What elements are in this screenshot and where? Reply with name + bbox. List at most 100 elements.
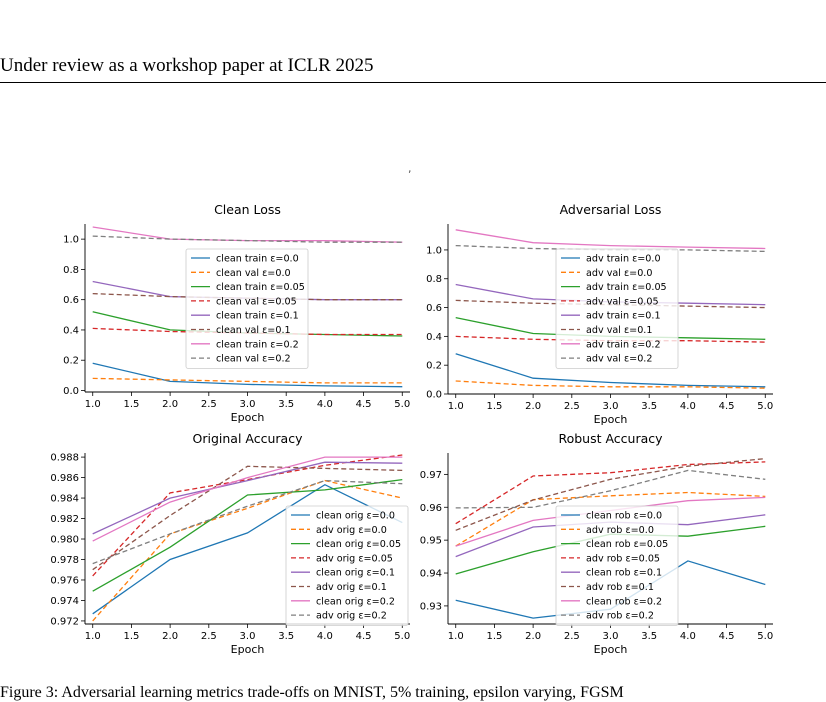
x-tick-label: 2.0 (162, 631, 178, 642)
x-tick-label: 3.0 (240, 399, 256, 410)
x-tick-label: 1.0 (85, 631, 101, 642)
x-axis-label: Epoch (594, 643, 628, 656)
x-tick-label: 4.0 (680, 401, 696, 412)
x-axis-label: Epoch (594, 413, 628, 426)
y-tick-label: 0.972 (50, 616, 79, 627)
series-line (92, 479, 403, 565)
legend-entry: adv rob ε=0.2 (586, 611, 654, 622)
chart-title: Adversarial Loss (560, 202, 662, 217)
legend-box (555, 505, 679, 626)
x-tick-label: 2.0 (525, 401, 541, 412)
legend-entry: adv rob ε=0.1 (586, 582, 654, 593)
y-tick-label: 0.95 (420, 536, 442, 547)
x-tick-label: 5.0 (757, 631, 773, 642)
x-tick-label: 4.5 (719, 401, 735, 412)
y-tick-label: 0.980 (50, 535, 79, 546)
x-tick-label: 1.5 (123, 631, 139, 642)
chart-title: Clean Loss (214, 202, 281, 217)
y-tick-label: 0.8 (426, 274, 442, 285)
legend-entry: clean val ε=0.0 (216, 268, 291, 279)
legend-entry: clean rob ε=0.05 (586, 539, 668, 550)
y-tick-label: 1.0 (63, 235, 79, 246)
legend-entry: adv orig ε=0.1 (316, 582, 387, 593)
y-tick-label: 0.978 (50, 555, 79, 566)
chart-title: Robust Accuracy (558, 431, 663, 446)
series-line (92, 461, 403, 535)
x-tick-label: 3.0 (603, 631, 619, 642)
y-tick-label: 1.0 (426, 245, 442, 256)
legend-entry: clean rob ε=0.2 (586, 596, 662, 607)
x-tick-label: 4.5 (719, 631, 735, 642)
stray-mark: , (408, 162, 412, 175)
series-line (455, 353, 766, 388)
x-tick-label: 1.5 (486, 401, 502, 412)
y-tick-label: 0.2 (63, 356, 79, 367)
header-rule (0, 82, 826, 83)
chart-title: Original Accuracy (193, 431, 304, 446)
x-axis-label: Epoch (231, 411, 265, 424)
legend-entry: adv orig ε=0.05 (316, 553, 393, 564)
x-tick-label: 3.5 (641, 631, 657, 642)
page-header: Under review as a workshop paper at ICLR… (0, 55, 374, 76)
x-tick-label: 1.0 (448, 401, 464, 412)
legend-entry: clean val ε=0.1 (216, 325, 291, 336)
x-tick-label: 1.5 (486, 631, 502, 642)
y-tick-label: 0.6 (426, 303, 442, 314)
series-line (455, 457, 766, 531)
series-line (92, 377, 403, 384)
series-line (92, 465, 403, 571)
x-tick-label: 2.5 (201, 399, 217, 410)
figure-caption: Figure 3: Adversarial learning metrics t… (0, 684, 624, 701)
y-tick-label: 0.986 (50, 473, 79, 484)
x-tick-label: 2.5 (564, 631, 580, 642)
y-tick-label: 0.988 (50, 453, 79, 464)
series-line (92, 478, 403, 592)
x-tick-label: 3.5 (641, 401, 657, 412)
legend-entry: adv train ε=0.1 (586, 311, 661, 322)
legend-box (285, 505, 409, 626)
y-tick-label: 0.984 (50, 494, 79, 505)
x-tick-label: 3.0 (240, 631, 256, 642)
y-tick-label: 0.97 (420, 470, 442, 481)
x-tick-label: 3.0 (603, 401, 619, 412)
series-line (92, 226, 403, 243)
y-tick-label: 0.4 (426, 332, 442, 343)
y-tick-label: 0.976 (50, 575, 79, 586)
x-tick-label: 4.5 (356, 631, 372, 642)
legend-entry: clean val ε=0.2 (216, 354, 291, 365)
x-tick-label: 1.0 (85, 399, 101, 410)
y-tick-label: 0.93 (420, 601, 442, 612)
series-line (455, 380, 766, 389)
series-line (92, 362, 403, 388)
y-tick-label: 0.94 (420, 569, 442, 580)
series-line (92, 235, 403, 243)
legend-box (555, 248, 679, 369)
series-line (455, 229, 766, 250)
y-tick-label: 0.0 (426, 390, 442, 401)
y-tick-label: 0.2 (426, 361, 442, 372)
legend-entry: adv val ε=0.1 (586, 325, 652, 336)
legend-entry: adv rob ε=0.0 (586, 525, 654, 536)
x-tick-label: 2.5 (201, 631, 217, 642)
legend-entry: adv train ε=0.0 (586, 254, 661, 265)
x-tick-label: 2.0 (162, 399, 178, 410)
legend-entry: clean orig ε=0.2 (316, 596, 395, 607)
legend-entry: clean rob ε=0.0 (586, 511, 662, 522)
x-tick-label: 1.5 (123, 399, 139, 410)
y-tick-label: 0.8 (63, 265, 79, 276)
x-tick-label: 2.5 (564, 401, 580, 412)
legend-box (185, 248, 309, 369)
legend-entry: clean orig ε=0.05 (316, 539, 401, 550)
x-tick-label: 2.0 (525, 631, 541, 642)
legend-entry: adv train ε=0.2 (586, 339, 661, 350)
x-tick-label: 4.5 (356, 399, 372, 410)
y-tick-label: 0.0 (63, 386, 79, 397)
legend-entry: clean train ε=0.1 (216, 311, 299, 322)
x-tick-label: 5.0 (394, 399, 410, 410)
legend-entry: adv val ε=0.0 (586, 268, 652, 279)
chart-panel-4: Robust Accuracy 1.0 1.5 2.0 2.5 3.0 3.5 4.0 4.5 5… (420, 431, 773, 656)
legend-entry: adv val ε=0.05 (586, 296, 659, 307)
legend-entry: clean orig ε=0.0 (316, 511, 395, 522)
series-line (92, 454, 403, 577)
